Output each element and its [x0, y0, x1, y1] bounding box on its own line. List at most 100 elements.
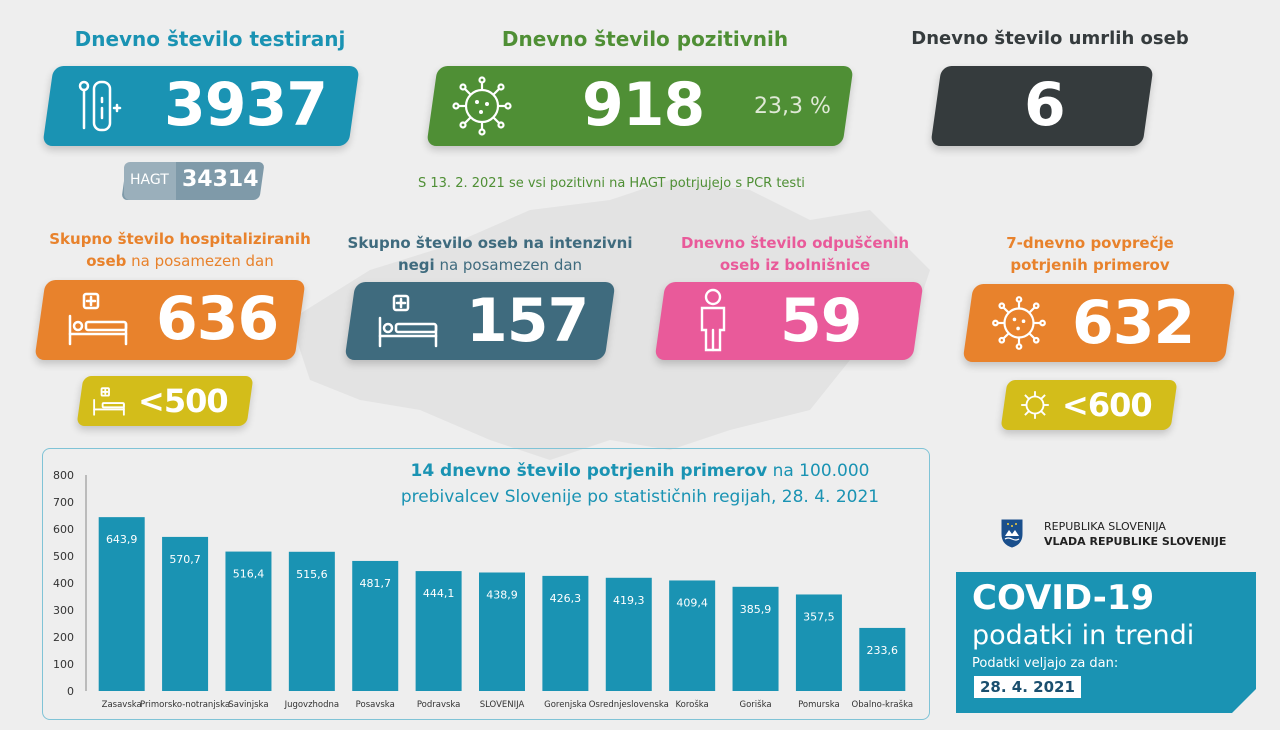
x-tick-label: Jugovzhodna [284, 700, 340, 710]
y-tick-label: 200 [53, 631, 74, 644]
covid-date: 28. 4. 2021 [974, 676, 1081, 698]
y-tick-label: 700 [53, 496, 74, 509]
hagt-badge: HAGT 34314 [121, 162, 265, 200]
bar-value-label: 409,4 [676, 596, 708, 609]
person-icon [700, 288, 726, 352]
bar-value-label: 570,7 [169, 553, 201, 566]
x-tick-label: Obalno-kraška [852, 699, 914, 710]
bar-value-label: 385,9 [740, 603, 772, 616]
x-tick-label: Goriška [740, 699, 772, 710]
positive-note: S 13. 2. 2021 se vsi pozitivni na HAGT p… [418, 176, 805, 191]
tests-value: 3937 [164, 70, 327, 140]
hospital-card: 636 [34, 280, 306, 360]
hospital-bed-icon [68, 292, 128, 346]
bar [162, 536, 209, 691]
icu-value: 157 [466, 286, 589, 356]
bar-value-label: 438,9 [486, 588, 518, 601]
chart-title-line2: prebivalcev Slovenije po statističnih re… [400, 487, 880, 507]
hospital-title-line1: Skupno število hospitaliziranih [49, 230, 311, 248]
icu-title-line1: Skupno število oseb na intenzivni [347, 234, 633, 252]
avg7-title: 7-dnevno povprečje potrjenih primerov [960, 232, 1220, 276]
positive-percent: 23,3 % [754, 94, 831, 119]
x-tick-label: Primorsko-notranjska [140, 700, 230, 710]
bar-value-label: 426,3 [550, 592, 582, 605]
deaths-card: 6 [930, 66, 1154, 146]
bar-value-label: 643,9 [106, 533, 138, 546]
bar [859, 627, 906, 691]
y-tick-label: 100 [53, 658, 74, 671]
x-tick-label: Zasavska [102, 700, 142, 710]
x-tick-label: Pomurska [798, 700, 840, 710]
icu-title-line2: negi [397, 256, 435, 274]
y-tick-label: 600 [53, 523, 74, 536]
virus-icon [452, 76, 512, 136]
y-tick-label: 800 [53, 469, 74, 482]
y-tick-label: 0 [67, 685, 74, 698]
y-tick-label: 400 [53, 577, 74, 590]
avg7-threshold-value: <600 [1062, 386, 1152, 424]
hagt-value: 34314 [182, 167, 259, 192]
bar [479, 572, 525, 691]
discharged-value: 59 [780, 286, 862, 356]
x-tick-label: Posavska [356, 700, 395, 710]
bar [795, 594, 842, 691]
covid-valid-label: Podatki veljajo za dan: [972, 656, 1119, 671]
bar-chart: 0 100 200 300 400 500 600 700 800 643,9 Zasavska 57… [53, 469, 914, 710]
avg7-threshold-badge: <600 [1000, 380, 1178, 430]
avg7-card: 632 [962, 284, 1236, 362]
tests-card: 3937 [42, 66, 360, 146]
discharged-card: 59 [654, 282, 924, 360]
discharged-title-line1: Dnevno število odpuščenih [680, 234, 910, 252]
bar-value-label: 481,7 [359, 577, 391, 590]
avg7-title-line2: potrjenih primerov [1010, 256, 1170, 274]
x-tick-label: Podravska [417, 700, 461, 710]
x-tick-label: SLOVENIJA [480, 700, 525, 710]
hospital-bed-icon [93, 387, 125, 416]
deaths-value: 6 [1024, 70, 1065, 140]
chart-title-rest: na 100.000 [767, 461, 870, 481]
hospital-threshold-badge: <500 [76, 376, 254, 426]
covid-subtitle: podatki in trendi [972, 620, 1195, 651]
positive-card: 918 23,3 % [426, 66, 854, 146]
covid-title: COVID-19 [972, 578, 1155, 618]
chart-frame [42, 448, 930, 720]
deaths-title: Dnevno število umrlih oseb [911, 28, 1189, 49]
tests-title: Dnevno število testiranj [74, 27, 346, 51]
y-tick-label: 500 [53, 550, 74, 563]
virus-icon [1021, 391, 1049, 419]
gov-line1: REPUBLIKA SLOVENIJA [1044, 520, 1166, 533]
bar [732, 586, 779, 691]
bar [225, 551, 272, 691]
x-tick-label: Osrednjeslovenska [589, 700, 669, 710]
y-tick-label: 300 [53, 604, 74, 617]
positive-title: Dnevno število pozitivnih [501, 27, 789, 51]
corner-fold [1232, 689, 1256, 713]
test-kit-icon [78, 80, 122, 132]
covid-box: COVID-19 podatki in trendi Podatki velja… [956, 572, 1256, 713]
hospital-title-sub: na posamezen dan [126, 252, 274, 270]
avg7-value: 632 [1072, 288, 1195, 358]
icu-title-sub: na posamezen dan [434, 256, 583, 274]
bar-value-label: 357,5 [803, 610, 835, 623]
chart-title: 14 dnevno število potrjenih primerov na … [300, 458, 980, 510]
bar [288, 551, 335, 691]
bar-value-label: 516,4 [233, 568, 265, 581]
discharged-title-line2: oseb iz bolnišnice [719, 256, 871, 274]
hospital-bed-icon [378, 294, 438, 348]
bar [98, 517, 145, 691]
bar-value-label: 233,6 [867, 644, 899, 657]
x-tick-label: Koroška [676, 699, 709, 710]
gov-line2: VLADA REPUBLIKE SLOVENIJE [1044, 535, 1227, 548]
bar [542, 575, 589, 691]
icu-title: Skupno število oseb na intenzivni negi n… [345, 232, 635, 276]
hospital-title-line2: oseb [86, 252, 127, 270]
avg7-title-line1: 7-dnevno povprečje [1006, 234, 1174, 252]
bar [415, 571, 462, 691]
positive-value: 918 [582, 70, 705, 140]
hagt-label: HAGT [130, 172, 169, 188]
hospital-value: 636 [156, 284, 279, 354]
virus-icon [992, 296, 1046, 350]
bar-value-label: 515,6 [296, 568, 328, 581]
icu-card: 157 [344, 282, 616, 360]
hospital-threshold-value: <500 [138, 382, 228, 420]
